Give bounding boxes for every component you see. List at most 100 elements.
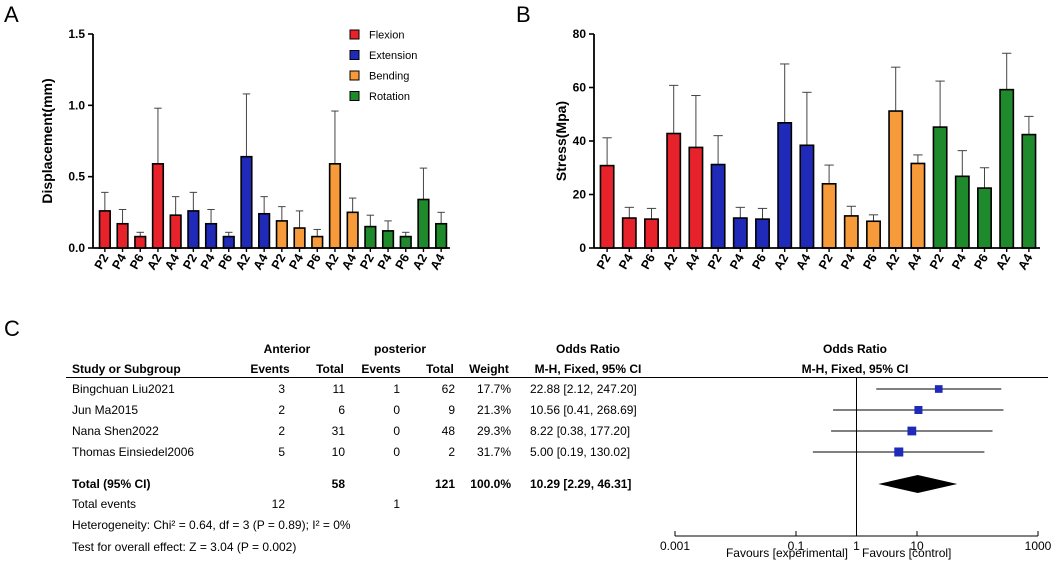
- x-tick-label: P4: [109, 251, 129, 271]
- total-ci: 10.29 [2.29, 46.31]: [530, 477, 631, 491]
- favours-experimental: Favours [experimental]: [726, 546, 848, 560]
- total-label: Total (95% CI): [72, 477, 150, 491]
- bar: [866, 220, 881, 249]
- header-plot-method: M-H, Fixed, 95% CI: [802, 362, 909, 376]
- total-events-posterior: 1: [393, 497, 400, 511]
- y-tick-label: 0.5: [68, 170, 85, 184]
- bar: [399, 235, 412, 249]
- x-tick-label: A4: [682, 251, 702, 272]
- forest-plot: Anterior posterior Odds Ratio Odds Ratio…: [66, 342, 1052, 560]
- bar: [381, 230, 395, 249]
- study-marker: [907, 426, 917, 436]
- bar: [204, 222, 218, 249]
- x-tick-label: A2: [771, 251, 791, 272]
- study-events-posterior: 0: [393, 445, 400, 459]
- study-ci: 10.56 [0.41, 268.69]: [530, 403, 637, 417]
- x-tick-label: P6: [749, 251, 769, 271]
- study-total-posterior: 62: [442, 382, 456, 396]
- chart-a-legend: Flexion Extension Bending Rotation: [349, 29, 417, 103]
- study-total-anterior: 10: [332, 445, 346, 459]
- bar: [258, 212, 271, 249]
- study-weight: 17.7%: [477, 382, 511, 396]
- bar: [777, 122, 793, 249]
- y-tick-label: 1.5: [68, 27, 85, 41]
- forest-x-tick-label: 10: [910, 539, 924, 553]
- legend-label: Rotation: [369, 91, 410, 103]
- bar: [999, 88, 1015, 249]
- x-tick-label: P4: [375, 251, 395, 271]
- y-tick-label: 60: [573, 81, 587, 95]
- total-events-anterior: 12: [272, 497, 286, 511]
- bar: [187, 210, 200, 249]
- x-tick-label: P4: [838, 251, 858, 271]
- chart-a-ylabel: Displacement(mm): [39, 78, 55, 203]
- header-group-posterior: posterior: [374, 342, 426, 356]
- x-tick-label: P6: [638, 251, 658, 271]
- x-tick-label: P4: [949, 251, 969, 271]
- chart-a-displacement: Displacement(mm) Flexion Extension Bending…: [39, 27, 450, 272]
- x-tick-label: A2: [321, 251, 341, 272]
- study-total-posterior: 2: [448, 445, 455, 459]
- bar: [151, 163, 165, 249]
- x-tick-label: P4: [286, 251, 306, 271]
- x-tick-label: A4: [251, 251, 271, 272]
- header-odds-ratio: Odds Ratio: [556, 342, 620, 356]
- study-weight: 21.3%: [477, 403, 511, 417]
- bar: [599, 164, 615, 249]
- header-weight: Weight: [469, 362, 509, 376]
- x-tick-label: P2: [269, 251, 289, 271]
- bar: [755, 218, 770, 249]
- study-total-anterior: 31: [332, 424, 346, 438]
- study-events-posterior: 0: [393, 424, 400, 438]
- y-tick-label: 0.0: [68, 241, 85, 255]
- study-name: Jun Ma2015: [72, 403, 138, 417]
- y-tick-label: 80: [573, 27, 587, 41]
- study-name: Thomas Einsiedel2006: [72, 445, 194, 459]
- x-tick-label: P4: [727, 251, 747, 271]
- total-posterior: 121: [435, 477, 455, 491]
- x-tick-label: A4: [793, 251, 813, 272]
- x-tick-label: P2: [357, 251, 377, 271]
- bar: [116, 222, 129, 249]
- x-tick-label: A2: [882, 251, 902, 272]
- total-weight: 100.0%: [470, 477, 511, 491]
- legend-swatch: [349, 29, 360, 40]
- bar: [222, 235, 235, 249]
- x-tick-label: P2: [92, 251, 112, 271]
- study-weight: 31.7%: [477, 445, 511, 459]
- y-tick-label: 40: [573, 134, 587, 148]
- chart-b-ylabel: Stress(Mpa): [553, 101, 569, 181]
- bar: [688, 146, 704, 249]
- study-total-anterior: 6: [338, 403, 345, 417]
- bar: [732, 217, 748, 249]
- study-name: Bingchuan Liu2021: [72, 382, 175, 396]
- header-events-2: Events: [361, 362, 401, 376]
- x-tick-label: P2: [180, 251, 200, 271]
- header-events-1: Events: [250, 362, 290, 376]
- study-total-posterior: 9: [448, 403, 455, 417]
- x-tick-label: P6: [304, 251, 324, 271]
- forest-x-tick-label: 0.001: [660, 539, 690, 553]
- total-diamond: [878, 475, 958, 493]
- bar: [621, 217, 637, 249]
- study-ci: 5.00 [0.19, 130.02]: [530, 445, 630, 459]
- bar: [932, 126, 948, 249]
- bar: [275, 220, 288, 249]
- x-tick-label: A4: [1015, 251, 1035, 272]
- bar: [435, 222, 448, 249]
- study-ci: 22.88 [2.12, 247.20]: [530, 382, 637, 396]
- forest-x-tick-label: 1: [853, 539, 860, 553]
- y-tick-label: 1.0: [68, 98, 85, 112]
- x-tick-label: P4: [198, 251, 218, 271]
- bar: [888, 110, 904, 249]
- legend-swatch: [349, 50, 360, 60]
- x-tick-label: A2: [410, 251, 430, 272]
- legend-label: Extension: [369, 50, 417, 62]
- study-marker: [894, 447, 904, 457]
- x-tick-label: A4: [339, 251, 359, 272]
- header-or-method: M-H, Fixed, 95% CI: [535, 362, 642, 376]
- x-tick-label: A4: [428, 251, 448, 272]
- x-tick-label: P6: [216, 251, 236, 271]
